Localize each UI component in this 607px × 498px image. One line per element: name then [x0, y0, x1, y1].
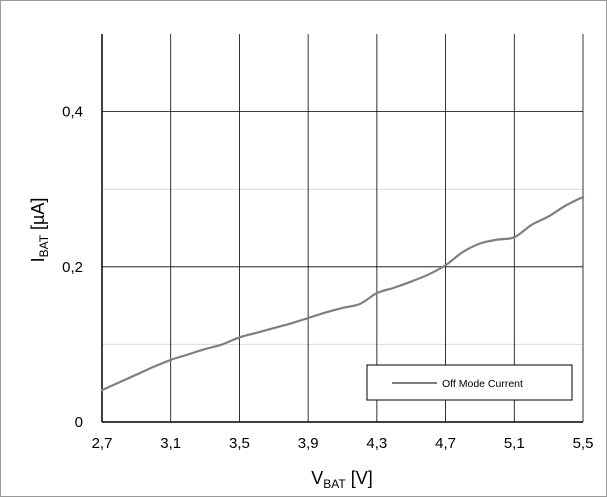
x-tick-label: 5,5: [573, 435, 594, 452]
series-line-off-mode-current: [100, 195, 585, 392]
x-tick-label: 2,7: [92, 435, 113, 452]
x-tick-label: 4,7: [435, 435, 456, 452]
minor-gridlines: [102, 188, 583, 345]
y-tick-label: 0,2: [62, 259, 83, 276]
x-tick-label: 3,9: [298, 435, 319, 452]
legend: Off Mode Current: [366, 364, 573, 401]
axes: [101, 34, 583, 423]
x-tick-label: 3,1: [160, 435, 181, 452]
x-tick-label: 3,5: [229, 435, 250, 452]
y-tick-label: 0,4: [62, 104, 83, 121]
x-tick-label: 5,1: [504, 435, 525, 452]
x-axis-title: VBAT [V]: [311, 468, 372, 491]
y-axis-title: IBAT [µA]: [28, 198, 51, 263]
legend-label-off-mode-current: Off Mode Current: [442, 378, 523, 390]
series-layer: [100, 195, 585, 392]
major-gridlines: [102, 34, 584, 422]
x-tick-label: 4,3: [366, 435, 387, 452]
y-tick-label: 0: [75, 414, 83, 431]
tick-labels: 2,7 3,1 3,5 3,9 4,3 4,7 5,1 5,5 0 0,2 0,4: [62, 104, 593, 452]
